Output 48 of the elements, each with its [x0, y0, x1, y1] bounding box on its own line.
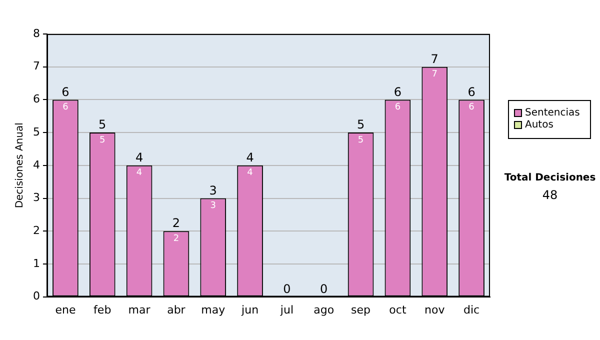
y-tick-label: 8 — [33, 26, 40, 40]
total-label: 7 — [430, 52, 438, 66]
x-tick-label: jun — [240, 303, 259, 316]
x-tick-label: ago — [314, 303, 334, 316]
data-label: 5 — [358, 135, 364, 146]
x-tick-label: oct — [389, 303, 407, 316]
total-label: 4 — [246, 150, 254, 165]
y-axis-title: Decisiones Anual — [14, 122, 26, 208]
data-label: 7 — [432, 70, 438, 80]
y-tick-label: 3 — [33, 191, 40, 204]
y-tick-label: 2 — [33, 224, 40, 237]
data-label: 6 — [62, 102, 69, 113]
x-tick-label: mar — [128, 303, 151, 316]
data-label: 3 — [210, 201, 216, 212]
total-label: 0 — [320, 282, 328, 296]
legend-label: Sentencias — [525, 108, 580, 119]
total-label: 6 — [62, 84, 70, 99]
x-tick-label: nov — [424, 303, 446, 316]
data-label: 2 — [173, 234, 180, 244]
total-label: 3 — [209, 183, 217, 198]
legend-label: Autos — [525, 120, 554, 131]
total-label: 5 — [356, 118, 365, 132]
data-label: 5 — [100, 135, 106, 146]
x-tick-label: ene — [55, 303, 76, 316]
total-label: 0 — [283, 282, 291, 296]
x-tick-label: dic — [463, 303, 480, 316]
total-label: 4 — [135, 150, 144, 165]
total-label: 2 — [172, 216, 180, 230]
total-label: 6 — [468, 84, 476, 99]
total-label: 6 — [394, 84, 402, 99]
data-label: 6 — [394, 102, 401, 113]
data-label: 6 — [468, 102, 475, 113]
y-tick-label: 0 — [33, 290, 40, 303]
x-tick-label: jul — [279, 303, 294, 316]
y-tick-label: 4 — [33, 158, 40, 172]
text: Total Decisiones — [504, 172, 596, 184]
data-label: 4 — [247, 168, 254, 178]
x-tick-label: may — [201, 303, 226, 316]
x-tick-label: abr — [167, 303, 186, 316]
text: 48 — [542, 188, 558, 202]
data-label: 4 — [136, 168, 142, 178]
x-tick-label: sep — [351, 303, 371, 316]
y-tick-label: 1 — [33, 256, 40, 270]
total-label: 5 — [98, 118, 106, 132]
y-tick-label: 5 — [33, 125, 40, 138]
y-tick-label: 7 — [33, 60, 40, 73]
x-tick-label: feb — [94, 303, 112, 316]
y-tick-label: 6 — [33, 92, 40, 106]
